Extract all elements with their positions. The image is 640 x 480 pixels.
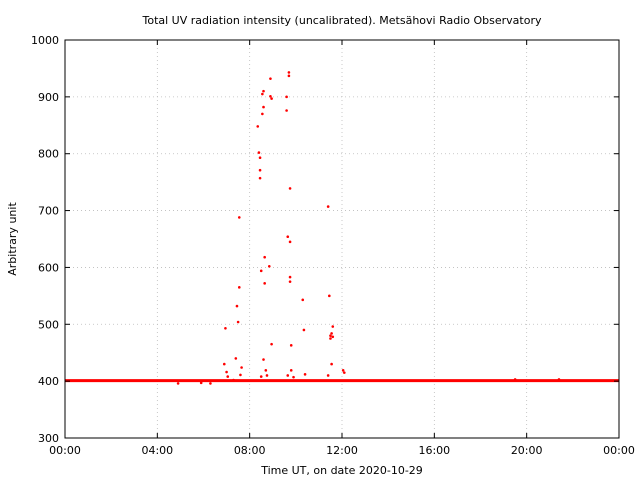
data-point: [259, 269, 263, 273]
data-point: [265, 374, 269, 377]
data-point: [262, 105, 265, 109]
data-point: [264, 369, 268, 372]
chart-title: Total UV radiation intensity (uncalibrat…: [142, 14, 542, 27]
data-point: [341, 369, 345, 372]
data-point: [328, 294, 331, 298]
data-point: [256, 125, 260, 128]
data-point: [176, 382, 180, 385]
data-point: [331, 325, 335, 328]
data-point: [258, 156, 262, 159]
data-point: [269, 77, 272, 80]
data-point: [285, 109, 288, 112]
data-point: [225, 370, 228, 374]
data-point: [236, 320, 240, 324]
x-tick-label: 00:00: [603, 444, 635, 457]
data-point: [263, 255, 266, 259]
data-point: [286, 374, 290, 377]
data-point: [232, 378, 235, 382]
data-point: [513, 378, 517, 381]
data-point: [343, 371, 346, 374]
data-point: [258, 176, 262, 180]
data-point: [303, 373, 307, 376]
y-tick-label: 300: [38, 432, 59, 445]
data-point: [262, 358, 265, 361]
data-point: [287, 71, 291, 74]
y-axis-label: Arbitrary unit: [6, 202, 19, 276]
data-point: [240, 366, 243, 369]
data-point: [267, 264, 271, 268]
data-point: [330, 332, 333, 335]
data-point: [226, 375, 230, 378]
data-point: [258, 168, 262, 172]
data-point: [288, 280, 292, 283]
data-point: [329, 334, 332, 337]
data-point: [237, 216, 241, 219]
data-point: [329, 337, 332, 340]
x-tick-label: 12:00: [326, 444, 358, 457]
data-point: [326, 205, 330, 208]
y-tick-label: 900: [38, 91, 59, 104]
data-point: [288, 275, 292, 279]
data-point: [262, 89, 265, 93]
data-point: [239, 373, 242, 377]
data-point: [289, 344, 293, 347]
x-tick-label: 08:00: [234, 444, 266, 457]
data-point: [301, 298, 305, 302]
data-point: [263, 282, 266, 285]
data-point: [289, 369, 293, 372]
data-point: [224, 326, 227, 330]
data-point: [234, 357, 238, 360]
data-point: [261, 112, 264, 116]
data-point: [269, 94, 272, 98]
data-point: [292, 375, 295, 379]
grid-lines: [65, 40, 619, 438]
data-point: [199, 381, 203, 385]
data-point: [331, 335, 335, 339]
data-point: [259, 375, 263, 378]
y-tick-label: 800: [38, 148, 59, 161]
y-tick-label: 600: [38, 261, 59, 274]
data-point: [270, 342, 273, 346]
data-point: [270, 97, 273, 100]
axis-ticks: [64, 39, 620, 439]
x-axis-label: Time UT, on date 2020-10-29: [260, 464, 423, 477]
data-points: [176, 71, 561, 385]
data-point: [285, 95, 288, 99]
plot-frame: [64, 39, 620, 439]
data-point: [287, 74, 291, 78]
data-point: [330, 362, 333, 366]
y-tick-label: 400: [38, 375, 59, 388]
y-tick-label: 500: [38, 318, 59, 331]
data-point: [257, 151, 261, 154]
data-point: [235, 304, 239, 308]
data-point: [237, 286, 241, 289]
x-tick-label: 20:00: [511, 444, 543, 457]
data-point: [302, 328, 306, 332]
tick-labels: 00:00 04:00 08:00 12:00 16:00 20:00 00:0030040…: [31, 34, 635, 457]
data-point: [209, 382, 212, 385]
x-tick-label: 16:00: [418, 444, 450, 457]
y-tick-label: 1000: [31, 34, 59, 47]
data-point: [557, 378, 561, 381]
data-point: [222, 362, 226, 366]
data-point: [286, 235, 290, 239]
data-point: [326, 374, 330, 377]
data-point: [288, 187, 292, 190]
data-point: [288, 240, 292, 244]
data-point: [261, 92, 264, 96]
y-tick-label: 700: [38, 205, 59, 218]
x-tick-label: 04:00: [141, 444, 173, 457]
x-tick-label: 00:00: [49, 444, 81, 457]
